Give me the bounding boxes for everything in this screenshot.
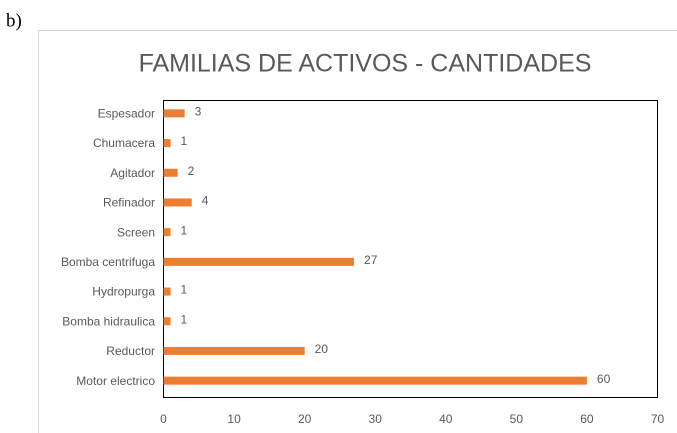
x-tick-label: 70 — [651, 412, 665, 426]
value-label: 60 — [597, 372, 611, 386]
bar — [163, 257, 355, 266]
bar — [163, 198, 192, 207]
bar — [163, 109, 185, 118]
y-tick-label: Refinador — [103, 196, 155, 210]
value-label: 27 — [364, 253, 378, 267]
y-tick-label: Reductor — [106, 344, 155, 358]
x-tick-label: 0 — [160, 412, 167, 426]
y-tick-label: Espesador — [98, 107, 155, 121]
chart-title: FAMILIAS DE ACTIVOS - CANTIDADES — [139, 50, 592, 78]
bar — [163, 168, 178, 177]
x-tick-label: 10 — [227, 412, 241, 426]
value-label: 4 — [202, 194, 209, 208]
value-label: 1 — [181, 134, 188, 148]
y-tick-label: Bomba hidraulica — [62, 314, 155, 328]
x-tick-label: 30 — [369, 412, 383, 426]
bar — [163, 139, 171, 148]
y-tick-label: Agitador — [110, 166, 155, 180]
bar — [163, 317, 171, 326]
plot-border — [163, 100, 658, 398]
y-tick-label: Chumacera — [93, 136, 155, 150]
x-tick-label: 50 — [510, 412, 524, 426]
value-label: 1 — [181, 283, 188, 297]
value-label: 3 — [195, 105, 202, 119]
x-tick-label: 40 — [439, 412, 453, 426]
value-label: 2 — [188, 164, 195, 178]
chart-border — [38, 30, 677, 433]
x-tick-label: 20 — [298, 412, 312, 426]
x-tick-label: 60 — [580, 412, 594, 426]
bar — [163, 287, 171, 296]
panel-label: b) — [6, 10, 22, 31]
value-label: 1 — [181, 312, 188, 326]
bar — [163, 376, 587, 385]
y-tick-label: Motor electrico — [76, 374, 155, 388]
value-label: 1 — [181, 223, 188, 237]
y-tick-label: Screen — [117, 225, 155, 239]
bar — [163, 346, 305, 355]
bar — [163, 228, 171, 237]
y-tick-label: Bomba centrifuga — [61, 255, 155, 269]
y-tick-label: Hydropurga — [92, 285, 155, 299]
value-label: 20 — [315, 342, 329, 356]
